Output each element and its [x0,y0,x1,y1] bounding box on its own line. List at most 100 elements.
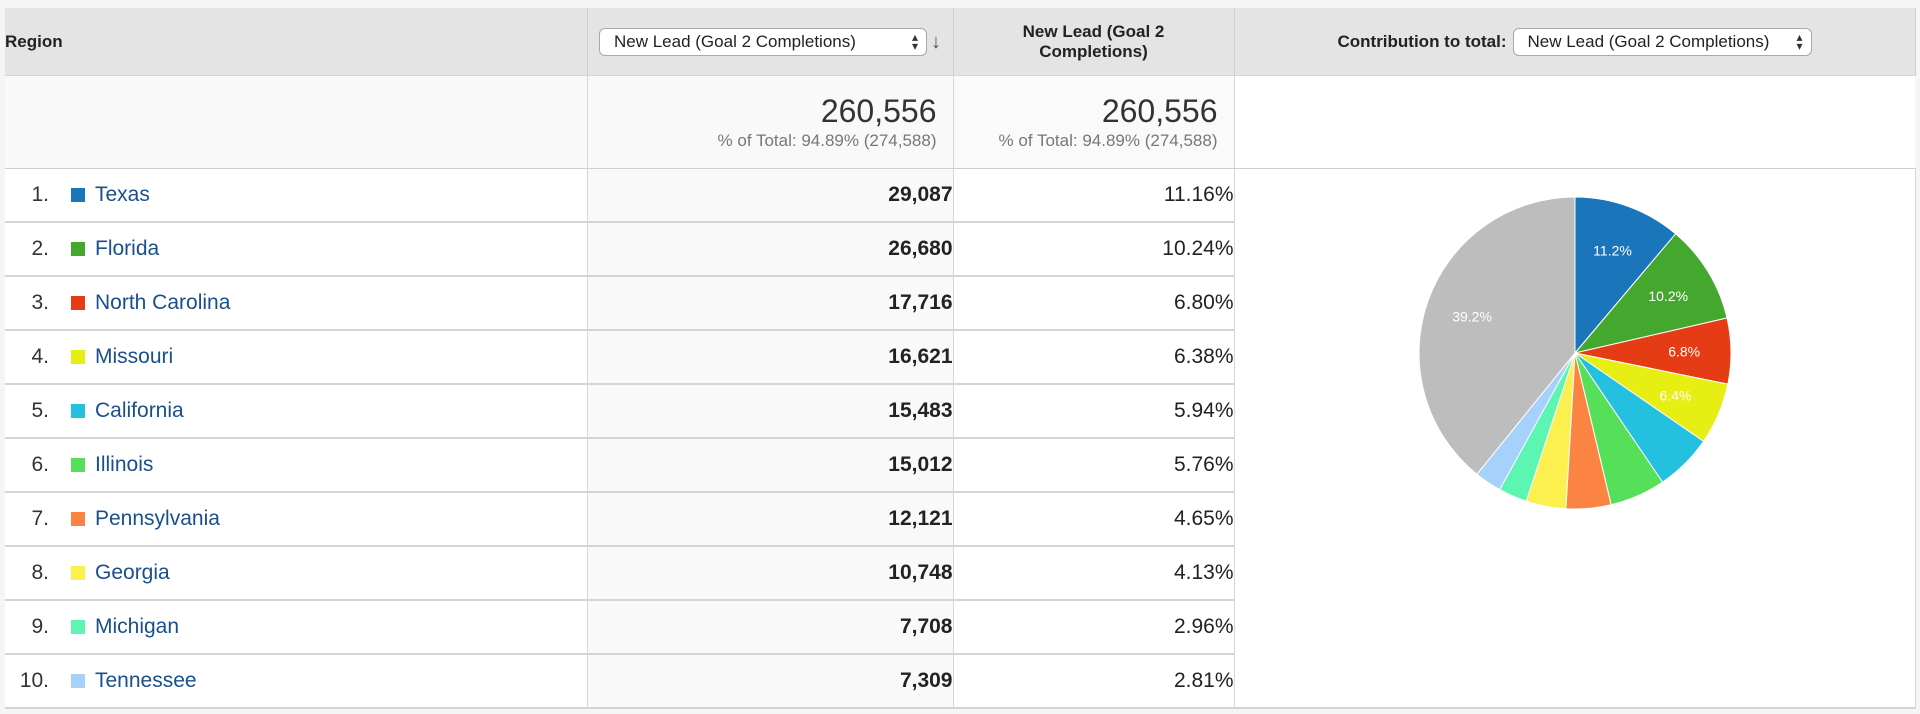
region-table: Region New Lead (Goal 2 Completions) ▴ ▾ … [5,8,1916,709]
row-rank: 1. [31,183,49,206]
region-header-label: Region [5,31,63,51]
region-cell: 6. Illinois [5,438,588,493]
table-row: 8. Georgia 10,748 4.13% [5,546,1915,601]
percent-cell: 11.16% [953,168,1235,223]
color-swatch-icon [71,296,85,310]
percent-cell: 4.65% [953,492,1235,547]
contribution-label: Contribution to total: [1337,31,1507,51]
metric-select[interactable]: New Lead (Goal 2 Completions) ▴ ▾ [599,27,927,56]
total-percent: % of Total: 94.89% (274,588) [717,131,937,150]
total-value: 260,556 [820,93,937,129]
contribution-pie-chart: 11.2% 10.2% 6.8% 6.4% 39.2% [1418,196,1732,510]
table-header: Region New Lead (Goal 2 Completions) ▴ ▾ … [5,8,1916,76]
region-link[interactable]: California [95,399,184,422]
row-rank: 6. [31,453,49,476]
totals-row: 260,556 % of Total: 94.89% (274,588) 260… [5,75,1915,169]
region-link[interactable]: Florida [95,237,160,260]
table-row: 10. Tennessee 7,309 2.81% [5,654,1915,709]
pie-slice[interactable] [1418,196,1576,475]
total-value-2: 260,556 [1101,93,1218,129]
table-rows: 1. Texas 29,087 11.16% 2. Florida 26,680 10.24%… [5,168,1916,709]
percent-cell: 4.13% [953,546,1235,601]
row-rank: 9. [31,615,49,638]
region-link[interactable]: Texas [95,183,150,206]
table-row: 2. Florida 26,680 10.24% [5,222,1915,277]
metric-value-cell: 29,087 [587,168,954,223]
color-swatch-icon [71,512,85,526]
percent-cell: 2.96% [953,600,1235,655]
table-row: 7. Pennsylvania 12,121 4.65% [5,492,1915,547]
region-cell: 5. California [5,384,588,439]
percent-cell: 5.76% [953,438,1235,493]
color-swatch-icon [71,458,85,472]
metric-column-header[interactable]: New Lead (Goal 2 Completions) [953,8,1235,76]
totals-empty-cell [1234,75,1915,169]
percent-cell: 6.38% [953,330,1235,385]
metric-select-value: New Lead (Goal 2 Completions) [614,31,856,51]
percent-cell: 6.80% [953,276,1235,331]
total-percent-2: % of Total: 94.89% (274,588) [998,131,1218,150]
row-rank: 10. [19,669,49,692]
row-rank: 5. [31,399,49,422]
metric-value-cell: 15,483 [587,384,954,439]
color-swatch-icon [71,188,85,202]
region-link[interactable]: Illinois [95,453,154,476]
metric-value-cell: 12,121 [587,492,954,547]
row-rank: 4. [31,345,49,368]
percent-cell: 10.24% [953,222,1235,277]
region-link[interactable]: Missouri [95,345,174,368]
sort-descending-icon[interactable]: ↓ [931,30,941,53]
color-swatch-icon [71,566,85,580]
metric-value-cell: 10,748 [587,546,954,601]
region-cell: 2. Florida [5,222,588,277]
pie-slice[interactable] [1573,233,1728,354]
percent-cell: 5.94% [953,384,1235,439]
region-cell: 9. Michigan [5,600,588,655]
region-link[interactable]: North Carolina [95,291,231,314]
percent-cell: 2.81% [953,654,1235,709]
contribution-select-value: New Lead (Goal 2 Completions) [1527,31,1770,51]
metric-column-label: New Lead (Goal 2 Completions) [1022,21,1165,61]
region-cell: 10. Tennessee [5,654,588,709]
color-swatch-icon [71,620,85,634]
color-swatch-icon [71,350,85,364]
region-link[interactable]: Georgia [95,561,170,584]
region-cell: 7. Pennsylvania [5,492,588,547]
table-row: 5. California 15,483 5.94% [5,384,1915,439]
row-rank: 3. [31,291,49,314]
row-rank: 8. [31,561,49,584]
metric-value-cell: 7,708 [587,600,954,655]
region-cell: 4. Missouri [5,330,588,385]
color-swatch-icon [71,674,85,688]
pie-slice[interactable] [1574,196,1677,355]
region-link[interactable]: Tennessee [95,669,197,692]
region-cell: 8. Georgia [5,546,588,601]
metric-value-cell: 15,012 [587,438,954,493]
color-swatch-icon [71,242,85,256]
metric-value-cell: 17,716 [587,276,954,331]
region-link[interactable]: Pennsylvania [95,507,220,530]
region-cell: 1. Texas [5,168,588,223]
pie-data-label: 10.2% [1648,288,1688,304]
pie-data-label: 6.4% [1660,388,1692,404]
pie-data-label: 39.2% [1452,309,1492,325]
region-link[interactable]: Michigan [95,615,180,638]
table-row: 9. Michigan 7,708 2.96% [5,600,1915,655]
contribution-select[interactable]: New Lead (Goal 2 Completions) ▴ ▾ [1512,27,1812,56]
pie-data-label: 11.2% [1593,242,1632,258]
table-row: 4. Missouri 16,621 6.38% [5,330,1915,385]
pie-data-label: 6.8% [1668,344,1700,360]
totals-blank-cell [5,75,588,169]
contribution-header: Contribution to total: New Lead (Goal 2 … [1234,8,1916,76]
row-rank: 7. [31,507,49,530]
metric-value-cell: 26,680 [587,222,954,277]
row-rank: 2. [31,237,49,260]
region-column-header[interactable]: Region [5,8,588,76]
region-cell: 3. North Carolina [5,276,588,331]
metric-value-cell: 7,309 [587,654,954,709]
table-row: 3. North Carolina 17,716 6.80% [5,276,1915,331]
totals-metric-cell: 260,556 % of Total: 94.89% (274,588) [587,75,954,169]
select-updown-icon: ▴ ▾ [911,29,918,53]
table-row: 6. Illinois 15,012 5.76% [5,438,1915,493]
select-updown-icon: ▴ ▾ [1796,29,1803,53]
